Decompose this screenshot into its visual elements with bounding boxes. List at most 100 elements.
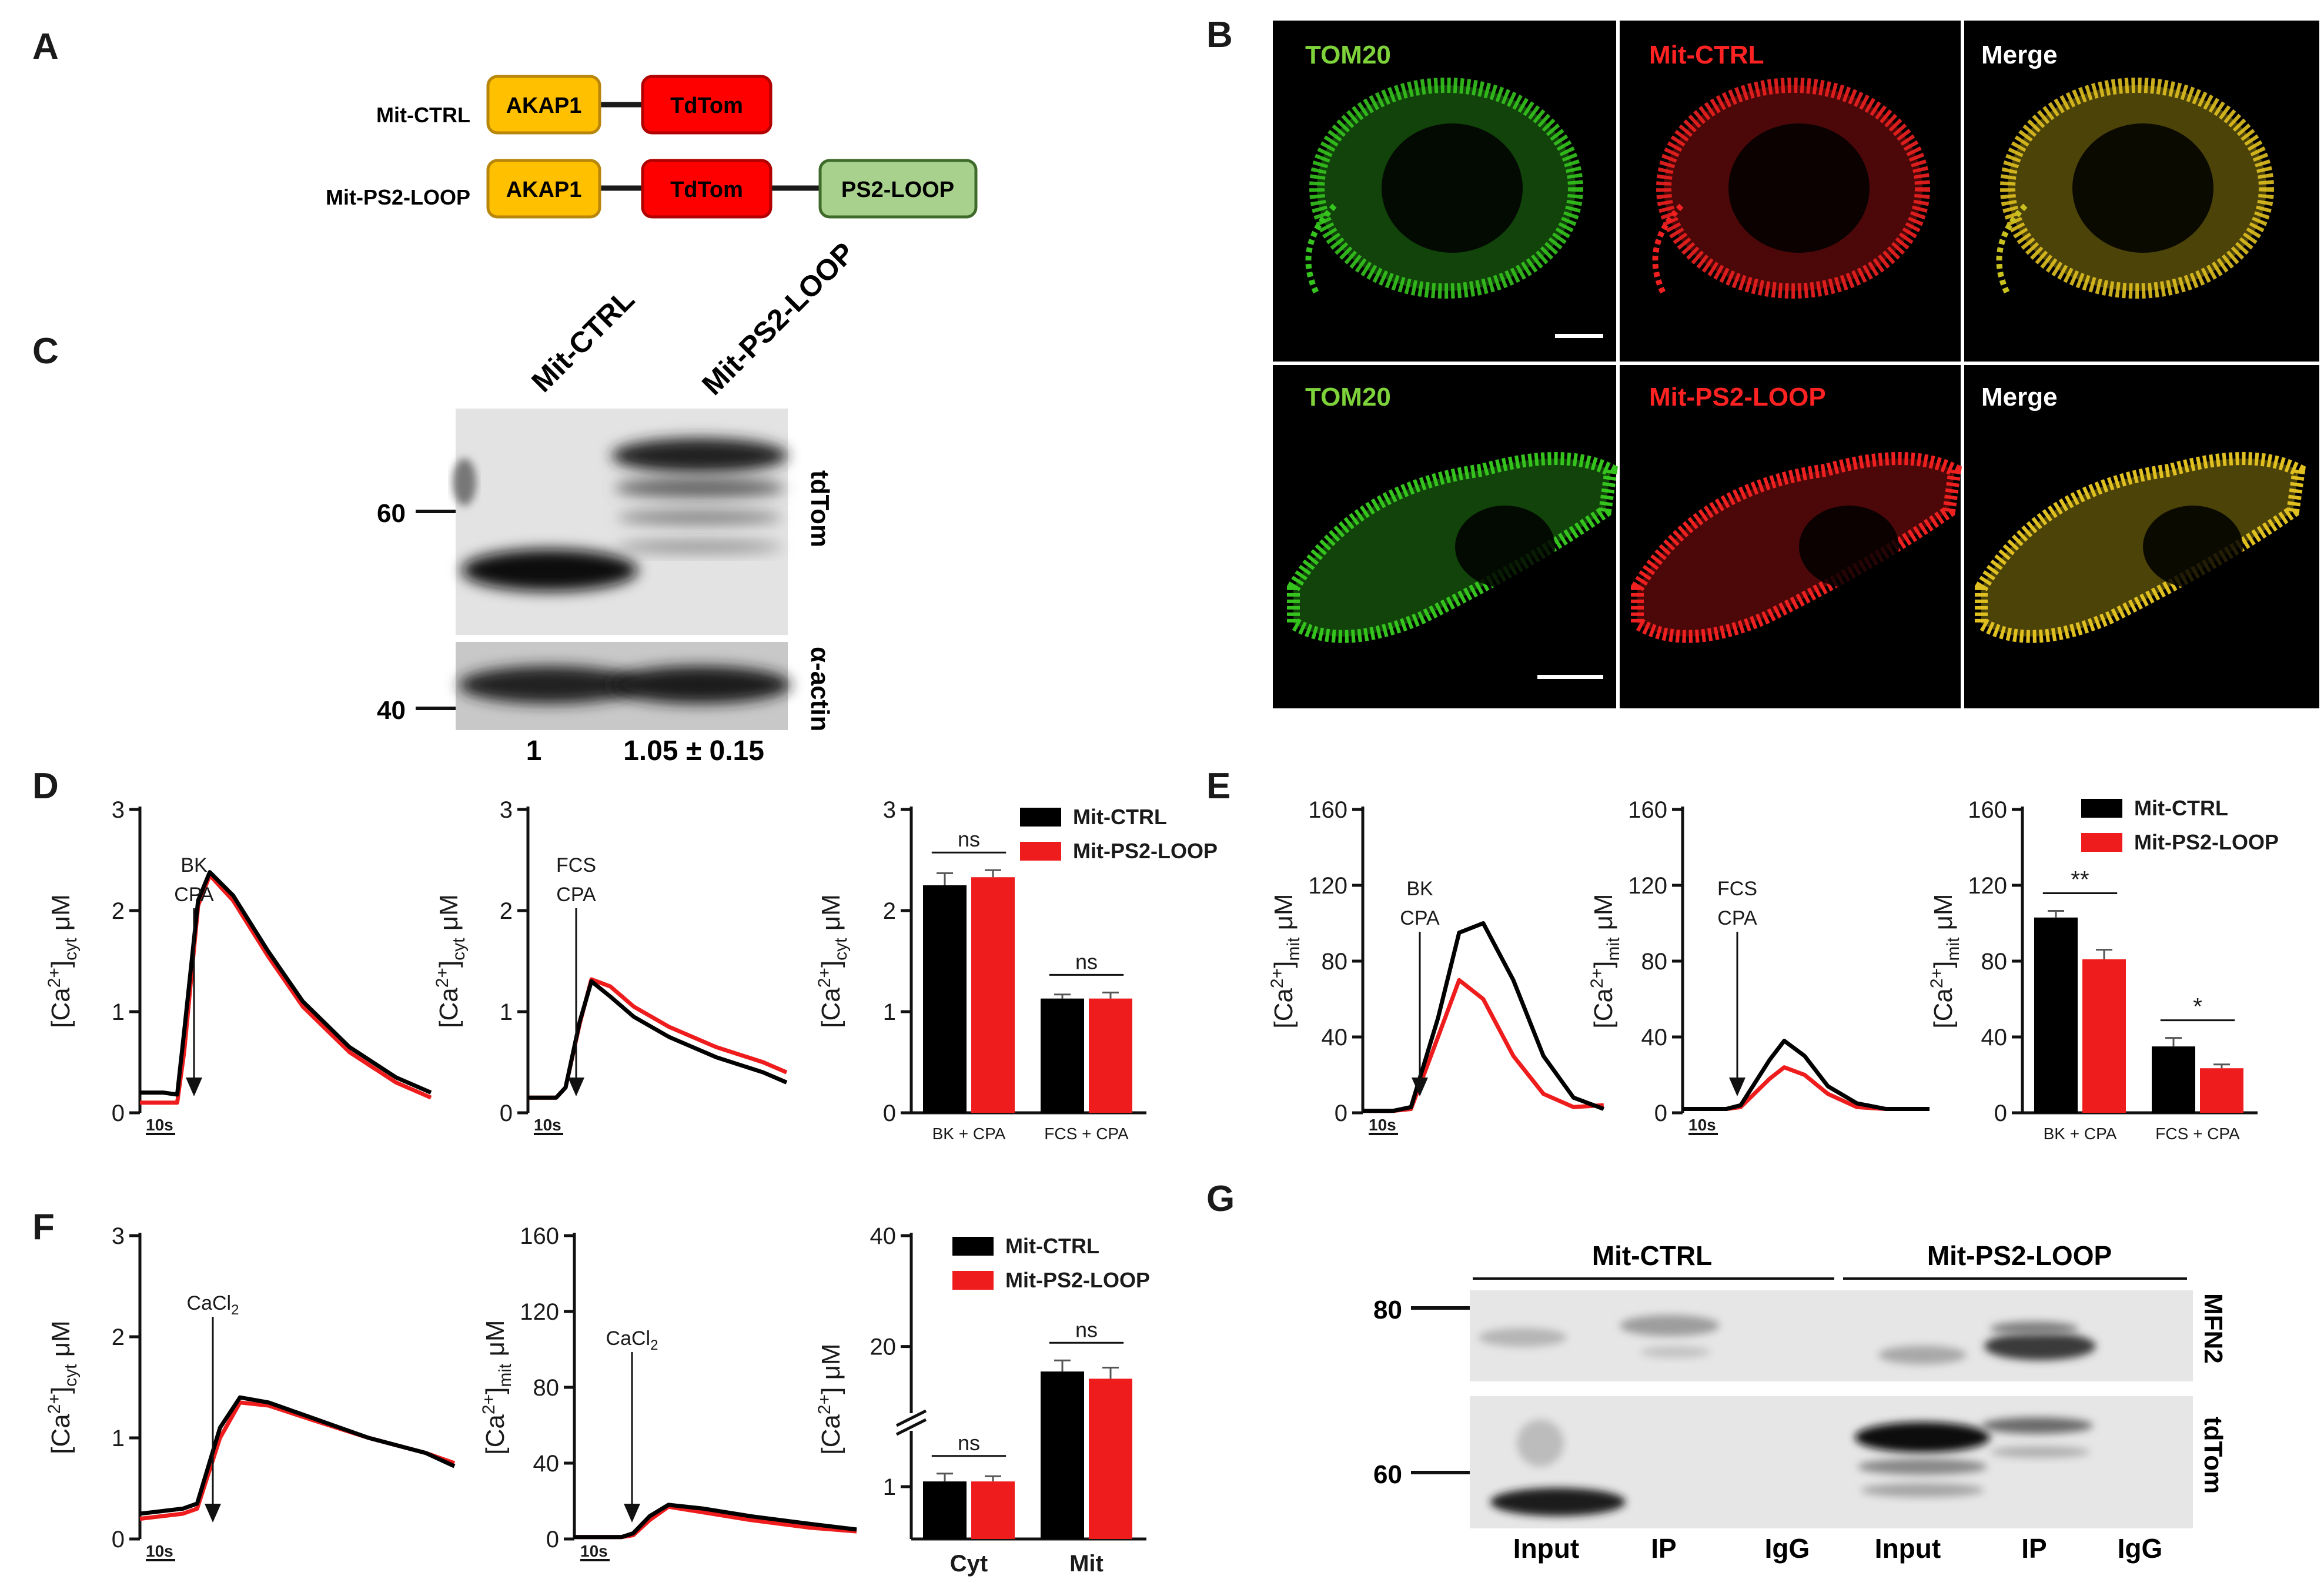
bar-mit-ps2-loop — [1089, 1378, 1132, 1539]
legend-swatch-mit-ctrl — [1020, 808, 1061, 827]
y-tick-label: 0 — [112, 1100, 125, 1126]
y-tick-label: 20 — [870, 1334, 897, 1360]
y-tick-label: 0 — [500, 1100, 513, 1126]
x-category-label: Mit — [1069, 1551, 1104, 1577]
y-tick-label: 0 — [1994, 1100, 2007, 1126]
y-tick-label: 160 — [1968, 797, 2007, 823]
antibody-label-actin: α-actin — [805, 647, 834, 731]
domain-tdtom-loop — [641, 159, 773, 219]
axis-break — [895, 1418, 927, 1436]
time-scale-label: 10s — [146, 1116, 173, 1134]
bar-mit-ctrl — [923, 885, 967, 1113]
channel-label-merge: Merge — [1981, 41, 2058, 69]
bar-mit-ps2-loop — [2200, 1068, 2243, 1113]
domain-akap1-label: AKAP1 — [506, 93, 582, 118]
stimulus-label: FCS — [1717, 878, 1757, 900]
channel-label-mitctrl: Mit-CTRL — [1649, 41, 1764, 69]
domain-akap1-ctrl — [486, 75, 601, 135]
mw-marker-60: 60 — [377, 499, 406, 528]
time-scale-label: 10s — [1369, 1116, 1396, 1134]
legend-label: Mit-CTRL — [1073, 805, 1167, 829]
stimulus-label: CaCl2 — [187, 1292, 239, 1318]
panel-letter-g: G — [1206, 1179, 1235, 1219]
y-axis-label: [Ca2+]cyt μM — [433, 894, 469, 1028]
y-tick-label: 80 — [533, 1375, 560, 1401]
significance-label: ns — [1075, 949, 1098, 973]
significance-label: * — [2193, 994, 2202, 1020]
lane-label: Input — [1513, 1533, 1579, 1564]
y-axis-label: [Ca2+]mit μM — [1587, 894, 1623, 1028]
y-tick-label: 3 — [112, 1223, 125, 1249]
legend-label: Mit-CTRL — [2134, 796, 2228, 820]
panel-e-bar-chart: 0 40 80 120 160 ** BK + CPA * FCS + CPA Mit-CTRL M… — [1927, 796, 2279, 1143]
legend-swatch-mit-ctrl — [2081, 799, 2122, 818]
lane-label-loop: Mit-PS2-LOOP — [695, 236, 861, 401]
lane-label: IgG — [1765, 1533, 1810, 1564]
antibody-label-tdtom: tdTom — [2199, 1417, 2228, 1494]
time-scale-label: 10s — [580, 1542, 608, 1560]
domain-tdtom-label: TdTom — [670, 178, 743, 202]
significance-label: ** — [2071, 867, 2089, 893]
y-axis-label: [Ca2+]mit μM — [1927, 894, 1963, 1028]
domain-akap1-label: AKAP1 — [506, 178, 582, 202]
lane-label: Input — [1875, 1533, 1941, 1564]
bar-mit-ps2-loop — [971, 877, 1015, 1113]
y-tick-label: 160 — [1628, 797, 1667, 823]
legend-swatch-mit-ps2-loop — [1020, 842, 1061, 861]
stimulus-label: CPA — [556, 884, 596, 906]
series-line-mit-ctrl — [574, 1503, 857, 1540]
y-tick-label: 1 — [883, 1474, 896, 1500]
stimulus-label: CPA — [174, 884, 214, 906]
y-tick-label: 2 — [883, 898, 896, 924]
y-tick-label: 0 — [1654, 1100, 1667, 1126]
stimulus-label: BK — [1406, 878, 1433, 900]
x-category-label: BK + CPA — [932, 1125, 1006, 1143]
y-tick-label: 3 — [112, 797, 125, 823]
legend-label: Mit-PS2-LOOP — [1073, 839, 1218, 863]
series-line-mit-ctrl — [140, 870, 432, 1097]
lane-label: IgG — [2118, 1533, 2163, 1564]
stimulus-label: CaCl2 — [606, 1327, 658, 1353]
y-tick-label: 160 — [520, 1223, 559, 1249]
significance-label: ns — [1075, 1317, 1098, 1341]
arrow-head — [624, 1504, 640, 1523]
panel-d-trace-fcs: 0 1 2 3 [Ca2+]cyt μM FCS CPA 10s — [433, 797, 788, 1135]
y-tick-label: 160 — [1308, 797, 1347, 823]
y-tick-label: 2 — [112, 1324, 125, 1350]
panel-letter-d: D — [32, 766, 59, 807]
panel-letter-f: F — [32, 1207, 55, 1247]
y-axis-label: [Ca2+]cyt μM — [45, 1320, 81, 1454]
cell-image-mitctrl — [1652, 78, 1930, 299]
y-tick-label: 3 — [500, 797, 513, 823]
panel-letter-b: B — [1206, 15, 1233, 55]
domain-ps2loop — [818, 159, 978, 219]
cell-image-merge-loop — [1975, 452, 2306, 643]
panel-b-microscopy: TOM20 Mit-CTRL Merge TOM20 Mit-PS2-LOOP … — [1273, 21, 2319, 708]
quant-ctrl: 1 — [526, 735, 542, 767]
x-category-label: Cyt — [950, 1551, 988, 1577]
legend-swatch-mit-ctrl — [952, 1237, 994, 1256]
domain-tdtom-ctrl — [641, 75, 773, 135]
bar-mit-ps2-loop — [1089, 998, 1132, 1113]
arrow-head — [186, 1078, 202, 1096]
cell-image-tom20-loop — [1287, 452, 1619, 643]
panel-f-trace-cyt: 0 1 2 3 [Ca2+]cyt μM CaCl2 10s — [45, 1223, 456, 1561]
lane-label: IP — [2021, 1533, 2047, 1564]
y-axis-label: [Ca2+]mit μM — [1268, 894, 1303, 1028]
legend-label: Mit-PS2-LOOP — [1005, 1268, 1150, 1292]
blot-mfn2 — [1470, 1290, 2193, 1381]
lane-label-ctrl: Mit-CTRL — [525, 283, 641, 399]
series-line-mit-ps2-loop — [1683, 1065, 1930, 1111]
panel-letter-c: C — [32, 331, 59, 372]
axis-break — [895, 1409, 927, 1427]
antibody-label-mfn2: MFN2 — [2199, 1293, 2228, 1364]
legend-swatch-mit-ps2-loop — [2081, 833, 2122, 852]
arrow-head — [568, 1078, 584, 1096]
bar-mit-ps2-loop — [971, 1481, 1015, 1539]
panel-d-trace-bk: 0 1 2 3 [Ca2+]cyt μM BK CPA 10s — [45, 797, 432, 1135]
construct-name-ctrl: Mit-CTRL — [376, 103, 470, 127]
scale-bar — [1555, 334, 1603, 338]
y-tick-label: 2 — [500, 898, 513, 924]
time-scale-label: 10s — [146, 1542, 173, 1560]
